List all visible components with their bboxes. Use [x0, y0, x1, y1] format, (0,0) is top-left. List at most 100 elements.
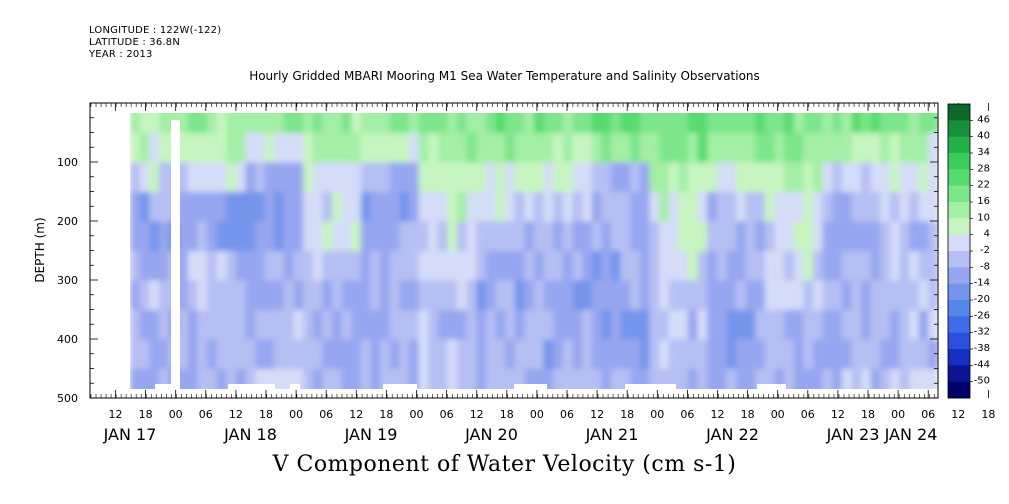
heatmap-cell: [466, 280, 477, 311]
heatmap-cell: [707, 103, 718, 134]
heatmap-cell: [582, 133, 593, 164]
heatmap-cell: [534, 310, 545, 341]
heatmap-cell: [264, 310, 275, 341]
heatmap-cell: [322, 103, 333, 134]
heatmap-cell: [755, 280, 766, 311]
heatmap-cell: [822, 133, 833, 164]
heatmap-cell: [437, 369, 449, 398]
heatmap-cell: [803, 162, 814, 193]
heatmap-cell: [312, 369, 323, 398]
heatmap-cell: [697, 103, 708, 134]
x-hour-label: 00: [650, 408, 664, 421]
heatmap-cell: [649, 339, 660, 370]
heatmap-cell: [255, 221, 266, 252]
heatmap-cell: [793, 251, 804, 282]
heatmap-cell: [822, 280, 833, 311]
heatmap-cell: [630, 192, 641, 223]
heatmap-cell: [870, 280, 881, 311]
heatmap-cell: [466, 103, 477, 134]
colorbar-label: 4: [984, 229, 990, 240]
heatmap-cell: [716, 251, 727, 282]
heatmap-cell: [889, 221, 901, 252]
heatmap-cell: [591, 133, 602, 164]
heatmap-cell: [428, 310, 439, 341]
colorbar-swatch: [948, 332, 970, 350]
heatmap-cell: [649, 221, 660, 252]
heatmap-cell: [408, 133, 420, 164]
heatmap-cell: [408, 221, 420, 252]
heatmap-cell: [639, 369, 651, 398]
colorbar-label: 40: [977, 131, 990, 142]
heatmap-cell: [514, 339, 525, 370]
heatmap-cell: [880, 339, 891, 370]
heatmap-cell: [466, 133, 477, 164]
heatmap-cell: [918, 280, 929, 311]
heatmap-cell: [861, 339, 872, 370]
heatmap-cell: [505, 369, 516, 398]
heatmap-cell: [226, 310, 237, 341]
heatmap-cell: [601, 103, 612, 134]
heatmap-cell: [235, 103, 247, 134]
heatmap-cell: [880, 192, 891, 223]
heatmap-cell: [889, 310, 901, 341]
heatmap-cell: [745, 192, 756, 223]
heatmap-cell: [505, 103, 516, 134]
heatmap-cell: [216, 310, 227, 341]
heatmap-cell: [610, 310, 622, 341]
heatmap-cell: [495, 251, 506, 282]
heatmap-cell: [726, 251, 737, 282]
heatmap-cell: [745, 162, 756, 193]
heatmap-cell: [774, 310, 785, 341]
heatmap-cell: [389, 280, 400, 311]
heatmap-cell: [764, 103, 776, 134]
heatmap-cell: [659, 369, 670, 398]
heatmap-cell: [572, 162, 583, 193]
colorbar-swatch: [948, 153, 970, 170]
heatmap-cell: [697, 339, 708, 370]
heatmap-cell: [716, 310, 727, 341]
heatmap-cell: [841, 103, 853, 134]
heatmap-cell: [524, 133, 535, 164]
heatmap-cell: [466, 369, 477, 398]
heatmap-cell: [697, 251, 708, 282]
heatmap-cell: [745, 251, 756, 282]
heatmap-cell: [206, 310, 218, 341]
heatmap-cell: [659, 280, 670, 311]
heatmap-cell: [889, 339, 901, 370]
heatmap-cell: [505, 162, 516, 193]
heatmap-cell: [216, 280, 227, 311]
heatmap-cell: [534, 162, 545, 193]
heatmap-cell: [774, 162, 785, 193]
heatmap-cell: [283, 251, 295, 282]
heatmap-cell: [524, 221, 535, 252]
heatmap-cell: [553, 103, 564, 134]
heatmap-cell: [841, 369, 853, 398]
heatmap-cell: [332, 133, 343, 164]
heatmap-cell: [524, 339, 535, 370]
heatmap-cell: [158, 251, 170, 282]
heatmap-cell: [351, 103, 362, 134]
heatmap-cell: [707, 280, 718, 311]
heatmap-cell: [264, 339, 275, 370]
heatmap-cell: [803, 369, 814, 398]
heatmap-cell: [216, 339, 227, 370]
heatmap-cell: [149, 221, 160, 252]
heatmap-cell: [447, 310, 458, 341]
x-hour-label: 00: [771, 408, 785, 421]
heatmap-cell: [918, 251, 929, 282]
heatmap-cell: [216, 251, 227, 282]
heatmap-cell: [591, 103, 602, 134]
heatmap-cell: [139, 339, 150, 370]
heatmap-cell: [149, 133, 160, 164]
heatmap-cell: [572, 133, 583, 164]
heatmap-cell: [149, 369, 160, 398]
heatmap-cell: [476, 103, 487, 134]
missing-data-bottom: [757, 384, 786, 390]
heatmap-cell: [861, 310, 872, 341]
heatmap-cell: [649, 280, 660, 311]
x-day-label: JAN 18: [223, 425, 277, 444]
heatmap-cell: [216, 162, 227, 193]
heatmap-cell: [322, 162, 333, 193]
heatmap-cell: [245, 221, 256, 252]
heatmap-cell: [620, 221, 631, 252]
